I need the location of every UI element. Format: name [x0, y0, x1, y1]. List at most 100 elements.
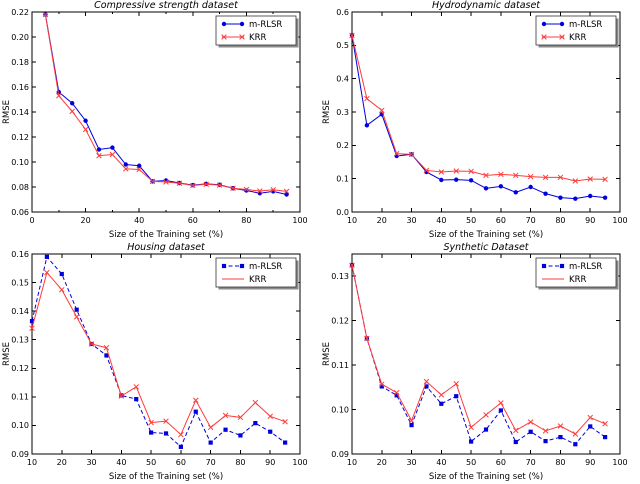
y-tick-label: 0.11: [11, 393, 29, 402]
x-tick-label: 80: [555, 216, 565, 225]
series-line-m-RLSR: [31, 255, 286, 448]
x-tick-label: 40: [436, 216, 446, 225]
legend-marker-m-RLSR: [221, 21, 227, 27]
x-axis-label: Size of the Training set (%): [109, 472, 223, 482]
housing-chart: 10 20 30 40 50 60 70 80 90 100 0.09 0.10 0.11 0.12 0.1…: [2, 242, 308, 482]
x-axis-ticks: [351, 12, 621, 212]
chart-panel-housing: 10 20 30 40 50 60 70 80 90 100 0.09 0.10 0.11 0.12 0.1…: [0, 242, 320, 484]
x-tick-label: 100: [612, 458, 627, 467]
y-tick-label: 0.08: [11, 183, 29, 192]
y-tick-label: 0.13: [331, 272, 349, 281]
legend-marker-KRR: [221, 34, 227, 40]
y-tick-label: 0.16: [11, 83, 29, 92]
y-tick-label: 0.14: [11, 108, 29, 117]
x-axis-label: Size of the Training set (%): [429, 472, 543, 482]
y-tick-label: 0.4: [336, 74, 349, 83]
y-tick-label: 0.10: [11, 158, 29, 167]
legend-box: [215, 257, 297, 288]
x-tick-label: 60: [176, 458, 186, 467]
legend-marker-m-RLSR: [559, 21, 565, 27]
y-axis-label: RMSE: [2, 342, 12, 366]
x-tick-label: 30: [86, 458, 96, 467]
y-tick-label: 0.18: [11, 58, 29, 67]
x-tick-label: 100: [292, 458, 307, 467]
legend-label-m-RLSR: m-RLSR: [249, 262, 282, 272]
x-tick-label: 60: [496, 216, 506, 225]
x-tick-label: 50: [466, 458, 476, 467]
series-markers-KRR: [42, 11, 290, 195]
x-tick-label: 100: [292, 216, 307, 225]
x-tick-label: 70: [526, 216, 536, 225]
y-tick-label: 0.12: [331, 316, 349, 325]
y-tick-label: 0.20: [11, 33, 29, 42]
y-tick-label: 0.2: [336, 141, 349, 150]
x-tick-label: 70: [206, 458, 216, 467]
x-tick-label: 60: [188, 216, 198, 225]
x-tick-label: 90: [585, 216, 595, 225]
chart-title: Synthetic Dataset: [443, 242, 529, 253]
x-tick-label: 10: [27, 458, 37, 467]
legend-box: [535, 257, 617, 288]
x-tick-label: 10: [347, 216, 357, 225]
x-tick-label: 60: [496, 458, 506, 467]
chart-panel-compressive-strength: 0 20 40 60 80 100 0.06 0.08 0.10 0.12 0.14 0.16 0.18…: [0, 0, 320, 242]
legend-marker-m-RLSR: [541, 21, 547, 27]
legend-label-KRR: KRR: [249, 275, 266, 285]
x-tick-label: 50: [466, 216, 476, 225]
hydrodynamic-chart: 10 20 30 40 50 60 70 80 90 100 0.0 0.1 0.2 0.3 0.4 0.5 0…: [322, 0, 628, 240]
legend-marker-KRR: [239, 34, 245, 40]
chart-title: Compressive strength dataset: [94, 0, 239, 11]
series-markers-KRR: [349, 32, 608, 184]
x-axis-ticks: [31, 12, 301, 212]
x-axis-ticks: [31, 254, 301, 454]
series-line-KRR: [31, 271, 286, 436]
x-tick-label: 90: [585, 458, 595, 467]
series-line-KRR: [351, 35, 606, 182]
y-tick-label: 0.15: [11, 278, 29, 287]
x-axis-label: Size of the Training set (%): [109, 230, 223, 240]
x-tick-label: 10: [347, 458, 357, 467]
x-tick-label: 20: [57, 458, 67, 467]
legend-label-KRR: KRR: [569, 33, 586, 43]
y-axis-label: RMSE: [322, 100, 332, 124]
x-tick-label: 20: [81, 216, 91, 225]
legend-marker-KRR: [541, 34, 547, 40]
chart-title: Housing dataset: [127, 242, 206, 253]
legend-box: [535, 15, 617, 46]
y-tick-label: 0.10: [11, 421, 29, 430]
legend-box: [215, 15, 297, 46]
x-tick-label: 80: [555, 458, 565, 467]
legend-marker-m-RLSR: [239, 263, 245, 269]
series-line-m-RLSR: [351, 35, 606, 200]
y-tick-label: 0.6: [336, 8, 349, 17]
legend-label-m-RLSR: m-RLSR: [569, 262, 602, 272]
y-tick-label: 0.12: [11, 364, 29, 373]
y-axis-label: RMSE: [322, 342, 332, 366]
legend-label-m-RLSR: m-RLSR: [569, 20, 602, 30]
x-tick-label: 30: [406, 216, 416, 225]
series-markers-KRR: [29, 269, 288, 438]
x-tick-label: 20: [377, 458, 387, 467]
legend-label-KRR: KRR: [569, 275, 586, 285]
y-tick-label: 0.12: [11, 133, 29, 142]
legend-marker-m-RLSR: [559, 263, 565, 269]
x-tick-label: 80: [235, 458, 245, 467]
legend-marker-m-RLSR: [239, 21, 245, 27]
y-axis-ticks: [352, 275, 620, 455]
legend-marker-KRR: [559, 34, 565, 40]
x-tick-label: 40: [116, 458, 126, 467]
legend-marker-m-RLSR: [541, 263, 547, 269]
chart-title: Hydrodynamic dataset: [432, 0, 541, 11]
series-line-KRR: [351, 265, 606, 435]
x-tick-label: 50: [146, 458, 156, 467]
x-axis-ticks: [351, 254, 621, 454]
legend-marker-m-RLSR: [221, 263, 227, 269]
x-tick-label: 40: [134, 216, 144, 225]
y-tick-label: 0.10: [331, 405, 349, 414]
y-tick-label: 0.22: [11, 8, 29, 17]
x-tick-label: 30: [406, 458, 416, 467]
y-tick-label: 0.06: [11, 208, 29, 217]
x-tick-label: 20: [377, 216, 387, 225]
legend-label-KRR: KRR: [249, 33, 266, 43]
y-axis-ticks: [32, 11, 300, 213]
